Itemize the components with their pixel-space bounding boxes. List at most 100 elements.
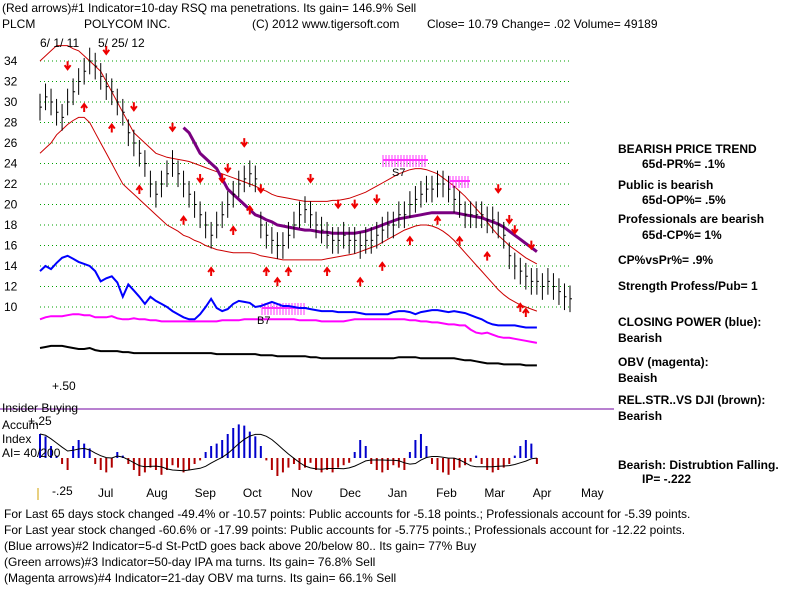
x-month-label: Apr: [533, 486, 552, 500]
red-arrow-up: [107, 122, 116, 133]
label-ai: AI= 40/200: [2, 446, 61, 460]
red-arrow-down: [63, 61, 72, 71]
footer-line-1: For Last year stock changed -60.6% or -1…: [4, 523, 686, 537]
red-arrow-down: [257, 184, 265, 194]
label-minus-25: -.25: [52, 484, 73, 498]
red-arrow-up: [179, 215, 188, 225]
red-arrow-up: [135, 184, 144, 195]
label-plus-50: +.50: [52, 379, 76, 393]
annotation-b7: B7: [257, 315, 271, 327]
red-arrow-down: [372, 194, 381, 205]
panel-line-5: 65d-CP%= 1%: [642, 228, 722, 242]
y-tick-label-26: 26: [4, 136, 18, 150]
y-tick-label-28: 28: [4, 116, 18, 130]
obv-line: [39, 313, 538, 344]
red-arrow-up: [433, 215, 442, 225]
y-tick-label-16: 16: [4, 239, 18, 253]
panel-line-1: 65d-PR%= .1%: [642, 157, 726, 171]
footer-line-3: (Green arrows)#3 Indicator=50-day IPA ma…: [4, 555, 376, 569]
x-month-label: Oct: [243, 486, 262, 500]
x-month-label: Feb: [436, 486, 457, 500]
red-arrow-down: [306, 173, 315, 184]
close-change-volume: Close= 10.79 Change= .02 Volume= 49189: [427, 17, 658, 31]
panel-line-13: Bearish: [618, 409, 663, 423]
red-arrow-up: [80, 102, 88, 113]
panel-line-3: 65d-OP%= .5%: [642, 193, 726, 207]
red-arrow-down: [334, 199, 342, 210]
label-index: Index: [2, 432, 32, 446]
red-arrow-down: [350, 199, 359, 210]
annotation-s7: S7: [392, 167, 406, 179]
panel-line-2: Public is bearish: [618, 178, 714, 192]
rel-strength-line: [39, 344, 537, 367]
footer-line-0: For Last 65 days stock changed -49.4% or…: [4, 507, 691, 521]
red-arrow-down: [168, 122, 177, 133]
indicator-1-line: (Red arrows)#1 Indicator=10-day RSQ ma p…: [2, 1, 417, 15]
red-arrow-up: [406, 235, 414, 246]
panel-line-4: Professionals are bearish: [618, 212, 765, 226]
red-arrow-down: [196, 173, 204, 184]
panel-line-14: Bearish: Distrubtion Falling.: [618, 458, 779, 472]
y-tick-label-20: 20: [4, 198, 18, 212]
red-arrow-up: [522, 307, 530, 318]
y-tick-label-10: 10: [4, 300, 18, 314]
x-month-label: Nov: [291, 486, 312, 500]
panel-line-0: BEARISH PRICE TREND: [618, 142, 757, 156]
label-insider-buying: Insider Buying: [2, 401, 79, 415]
lower-band-line: [39, 116, 538, 312]
x-month-label: Dec: [340, 486, 361, 500]
label-accum: Accum: [2, 418, 39, 432]
x-month-label: Sep: [195, 486, 217, 500]
closing-power-line: [39, 254, 537, 329]
x-month-label: Jul: [98, 486, 113, 500]
panel-line-10: OBV (magenta):: [618, 355, 709, 369]
y-tick-label-24: 24: [4, 157, 18, 171]
red-arrow-up: [245, 204, 254, 215]
red-arrow-up: [273, 276, 282, 287]
red-arrow-down: [510, 225, 519, 235]
red-arrow-up: [378, 261, 387, 271]
accum-ma-line: [39, 433, 537, 472]
panel-line-15: IP= -.222: [642, 472, 692, 486]
red-arrow-up: [284, 266, 293, 277]
red-arrow-up: [455, 235, 464, 246]
start-date: 6/ 1/ 11: [40, 36, 80, 50]
panel-line-11: Beaish: [618, 371, 658, 385]
red-arrow-up: [323, 266, 331, 277]
end-date: 5/ 25/ 12: [98, 36, 145, 50]
red-arrow-down: [102, 45, 111, 56]
footer-line-2: (Blue arrows)#2 Indicator=5-d St-PctD go…: [4, 539, 477, 553]
panel-line-9: Bearish: [618, 331, 663, 345]
y-tick-label-22: 22: [4, 177, 18, 191]
x-month-label: Aug: [146, 486, 167, 500]
red-arrow-up: [516, 302, 525, 312]
y-tick-label-34: 34: [4, 54, 18, 68]
red-arrow-up: [356, 276, 365, 287]
x-month-label: Jan: [388, 486, 407, 500]
red-arrow-up: [483, 251, 491, 261]
red-arrow-down: [505, 214, 514, 225]
x-month-label: Mar: [484, 486, 505, 500]
y-tick-label-32: 32: [4, 75, 18, 89]
red-arrow-down: [240, 138, 249, 148]
red-arrow-up: [207, 266, 215, 277]
label-plus-25: +.25: [28, 414, 52, 428]
red-arrow-down: [223, 163, 232, 174]
red-arrow-up: [262, 266, 271, 277]
y-tick-label-12: 12: [4, 280, 18, 294]
company-name: POLYCOM INC.: [84, 17, 171, 31]
red-arrow-down: [218, 173, 226, 184]
panel-line-6: CP%vsPr%= .9%: [618, 253, 714, 267]
red-arrow-up: [229, 225, 238, 236]
red-arrow-down: [130, 102, 138, 112]
x-month-label: May: [581, 486, 604, 500]
panel-line-7: Strength Profess/Pub= 1: [618, 279, 758, 293]
y-tick-label-30: 30: [4, 95, 18, 109]
ticker-symbol: PLCM: [2, 17, 36, 31]
panel-line-8: CLOSING POWER (blue):: [618, 315, 762, 329]
panel-line-12: REL.STR..VS DJI (brown):: [618, 393, 766, 407]
red-arrow-down: [494, 184, 503, 194]
copyright-text: (C) 2012 www.tigersoft.com: [252, 17, 400, 31]
footer-line-4: (Magenta arrows)#4 Indicator=21-day OBV …: [4, 571, 397, 585]
